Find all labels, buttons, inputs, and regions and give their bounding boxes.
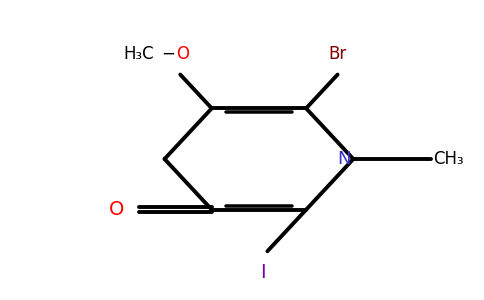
Text: Br: Br bbox=[329, 45, 347, 63]
Text: I: I bbox=[260, 263, 265, 282]
Text: H₃C: H₃C bbox=[124, 45, 154, 63]
Text: O: O bbox=[109, 200, 125, 219]
Text: −: − bbox=[161, 45, 175, 63]
Text: O: O bbox=[176, 45, 189, 63]
Text: CH₃: CH₃ bbox=[433, 150, 464, 168]
Text: N: N bbox=[337, 150, 351, 168]
